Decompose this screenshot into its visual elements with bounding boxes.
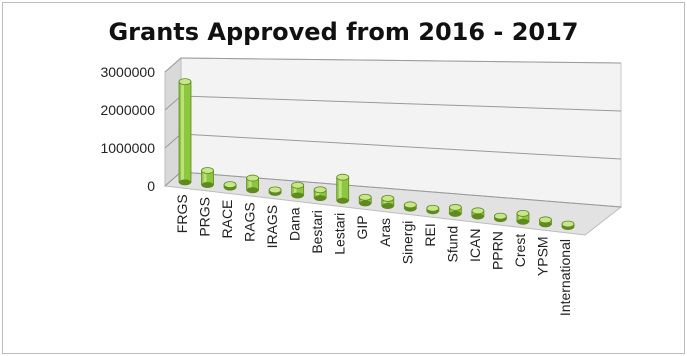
- bar-base: [179, 179, 191, 186]
- gridline: [180, 57, 622, 64]
- bar-sfund: [448, 204, 462, 217]
- x-tick-label: Sfund: [444, 226, 460, 263]
- bar-top: [178, 78, 192, 86]
- x-tick-label: International: [557, 239, 573, 316]
- bar-top: [561, 220, 575, 228]
- bar-rei: [426, 204, 440, 215]
- x-tick-label: Aras: [377, 218, 393, 247]
- bar-highlight: [338, 177, 342, 201]
- bar-highlight: [383, 198, 387, 206]
- x-tick-label: ICAN: [467, 229, 483, 262]
- bar-base: [381, 202, 394, 209]
- bar-base: [314, 195, 327, 202]
- bar-top: [494, 212, 507, 220]
- bar-body: [336, 176, 350, 202]
- x-tick-label: PPRN: [489, 231, 505, 270]
- bar-highlight: [451, 207, 455, 214]
- bar-highlight: [518, 213, 522, 222]
- bar-highlight: [316, 189, 320, 199]
- bar-bestari: [313, 186, 327, 202]
- y-tick-label: 1000000: [100, 140, 155, 156]
- bar-aras: [381, 194, 395, 209]
- bar-top: [448, 204, 462, 211]
- gridline-side: [164, 57, 182, 73]
- bar-base: [291, 192, 304, 199]
- x-tick-label: YPSM: [534, 236, 550, 276]
- bar-top: [403, 201, 417, 209]
- y-tick-label: 3000000: [100, 64, 155, 80]
- bar-international: [561, 220, 575, 231]
- bar-base: [471, 213, 484, 220]
- x-tick-label: PRGS: [197, 197, 213, 237]
- bar-top: [426, 204, 440, 212]
- x-tick-label: RACE: [219, 200, 235, 239]
- bar-base: [359, 200, 372, 207]
- y-tick-label: 0: [147, 178, 155, 194]
- x-tick-label: Bestari: [309, 210, 325, 254]
- y-tick-label: 2000000: [100, 102, 155, 118]
- bar-top: [336, 173, 350, 181]
- bar-base: [539, 221, 552, 228]
- bar-lestari: [336, 173, 350, 204]
- bar-rags: [246, 174, 259, 194]
- x-tick-label: FRGS: [174, 194, 190, 233]
- bar-base: [336, 197, 349, 204]
- bar-top: [381, 194, 395, 202]
- bar-top: [268, 186, 282, 194]
- chart-title: Grants Approved from 2016 - 2017: [108, 18, 579, 46]
- bar-irags: [268, 186, 282, 196]
- bar-body: [178, 81, 192, 183]
- bar-top: [201, 167, 214, 174]
- bar-top: [223, 181, 237, 188]
- bar-gip: [358, 193, 372, 207]
- bar-base: [449, 210, 462, 217]
- x-tick-label: Dana: [287, 207, 303, 241]
- x-tick-label: GIP: [354, 215, 370, 239]
- bar-ypsm: [539, 216, 552, 228]
- bar-crest: [516, 209, 530, 225]
- bar-pprn: [494, 212, 507, 223]
- bar-frgs: [178, 78, 192, 186]
- bar-top: [539, 216, 552, 224]
- bar-highlight: [248, 178, 252, 191]
- gridline-side: [164, 171, 182, 187]
- bar-top: [291, 181, 305, 189]
- x-tick-label: Crest: [512, 234, 528, 268]
- x-tick-label: Lestari: [332, 213, 348, 255]
- x-tick-label: REI: [422, 223, 438, 246]
- bar-ican: [471, 207, 485, 220]
- x-tick-label: Sinergi: [399, 221, 415, 265]
- bar-top: [358, 193, 372, 201]
- bar-highlight: [203, 170, 207, 185]
- x-tick-label: IRAGS: [264, 205, 280, 249]
- bar-dana: [291, 181, 305, 199]
- bar-race: [223, 181, 237, 191]
- bar-prgs: [201, 167, 214, 188]
- gridline-side: [164, 133, 182, 149]
- bar-base: [246, 187, 259, 194]
- x-tick-label: RAGS: [242, 202, 258, 242]
- bar-sinergi: [403, 201, 417, 212]
- bar-top: [246, 174, 259, 182]
- bar-base: [516, 218, 529, 225]
- bar-base: [201, 181, 214, 188]
- gridline: [180, 95, 622, 112]
- bar-highlight: [181, 81, 184, 183]
- bar-top: [516, 209, 530, 217]
- bar-top: [471, 207, 485, 215]
- gridline-side: [164, 95, 182, 111]
- bar-top: [313, 186, 327, 194]
- bar-highlight: [293, 185, 297, 196]
- gridline: [180, 133, 622, 160]
